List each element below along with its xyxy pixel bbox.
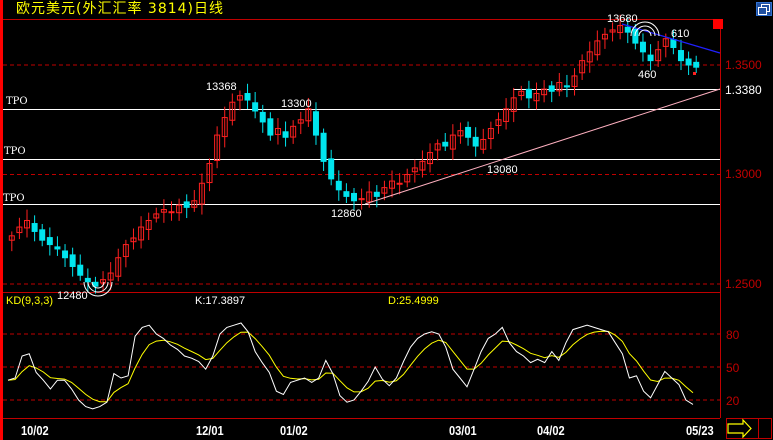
kd-d-value: D:25.4999: [388, 295, 439, 307]
annotation-13368: 13368: [206, 81, 237, 93]
tpo-label-2: TPO: [4, 146, 26, 157]
x-label-0301: 03/01: [449, 423, 477, 438]
scroll-right-button[interactable]: [726, 418, 772, 439]
y-label-12500: 1.2500: [725, 277, 762, 291]
x-label-0523: 05/23: [686, 423, 714, 438]
annotation-460: 460: [638, 69, 657, 81]
kd-y-label-50: 50: [726, 361, 740, 375]
kd-y-label-20: 20: [726, 394, 740, 408]
y-label-current: 1.3380: [725, 83, 762, 97]
tpo-label-1: TPO: [6, 96, 28, 107]
kd-indicator-title[interactable]: KD(9,3,3): [6, 295, 54, 307]
kd-k-value: K:17.3897: [195, 295, 246, 307]
x-label-0402: 04/02: [537, 423, 565, 438]
x-label-0102: 01/02: [280, 423, 308, 438]
annotation-13300: 13300: [281, 98, 312, 110]
window-restore-icon[interactable]: [756, 2, 772, 16]
annotation-13080: 13080: [487, 164, 518, 176]
arrow-right-icon: [726, 418, 772, 439]
y-label-13000: 1.3000: [725, 167, 762, 181]
x-label-1002: 10/02: [21, 423, 49, 438]
annotation-610: 610: [671, 28, 690, 40]
tpo-label-3: TPO: [3, 193, 25, 204]
annotation-13680: 13680: [607, 13, 638, 25]
chart-title: 欧元美元(外汇汇率 3814)日线: [16, 1, 225, 17]
annotation-12480: 12480: [57, 290, 88, 302]
y-label-13500: 1.3500: [725, 58, 762, 72]
window-left-border: [0, 0, 3, 440]
annotation-12860: 12860: [331, 208, 362, 220]
current-marker-icon: [713, 19, 723, 29]
kd-y-label-80: 80: [726, 328, 740, 342]
x-label-1201: 12/01: [196, 423, 224, 438]
